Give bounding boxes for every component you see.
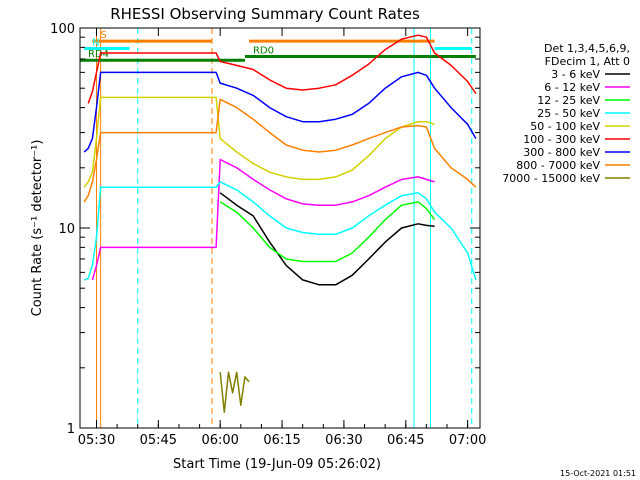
series-line-5 — [87, 34, 477, 104]
series-line-3 — [83, 181, 477, 281]
series-line-6 — [83, 71, 477, 153]
plot-frame — [79, 27, 481, 429]
series-line-2 — [219, 201, 436, 263]
series-lines — [83, 34, 477, 413]
state-label-1: N — [92, 37, 99, 48]
x-tick-label-5: 06:45 — [387, 433, 424, 448]
legend-label-4: 50 - 100 keV — [530, 120, 600, 133]
x-axis-label: Start Time (19-Jun-09 05:26:02) — [173, 457, 381, 472]
series-line-8 — [219, 371, 250, 413]
legend-header-0: Det 1,3,4,5,6,9, — [544, 42, 630, 55]
series-line-0 — [219, 192, 435, 286]
legend: Det 1,3,4,5,6,9,FDecim 1, Att 03 - 6 keV… — [502, 42, 630, 185]
y-tick-label-0: 1 — [67, 422, 75, 437]
series-line-1 — [91, 158, 435, 281]
state-label-2: RD4 — [88, 49, 109, 60]
x-tick-label-4: 06:30 — [325, 433, 362, 448]
state-label-0: S — [100, 30, 106, 41]
y-tick-label-2: 100 — [50, 22, 75, 37]
chart-title: RHESSI Observing Summary Count Rates — [110, 5, 420, 23]
timestamp: 15-Oct-2021 01:51 — [560, 469, 636, 478]
legend-label-7: 800 - 7000 keV — [516, 159, 600, 172]
y-axis-label: Count Rate (s⁻¹ detector⁻¹) — [30, 140, 45, 317]
y-tick-label-1: 10 — [58, 222, 75, 237]
x-tick-label-2: 06:00 — [201, 433, 238, 448]
x-tick-label-0: 05:30 — [78, 433, 115, 448]
vertical-markers — [95, 28, 473, 428]
legend-header-1: FDecim 1, Att 0 — [545, 55, 630, 68]
x-tick-label-6: 07:00 — [449, 433, 486, 448]
y-axis-ticks: 1 10 100 — [50, 22, 480, 437]
legend-label-3: 25 - 50 keV — [537, 107, 600, 120]
legend-label-0: 3 - 6 keV — [551, 68, 600, 81]
series-line-7 — [83, 98, 477, 203]
state-label-3: RD0 — [253, 46, 274, 57]
series-line-4 — [83, 96, 435, 188]
x-axis-ticks: 05:30 05:45 06:00 06:15 06:30 06:45 07:00 — [78, 28, 486, 448]
legend-label-2: 12 - 25 keV — [537, 94, 600, 107]
legend-label-5: 100 - 300 keV — [523, 133, 600, 146]
x-tick-label-1: 05:45 — [140, 433, 177, 448]
legend-label-6: 300 - 800 keV — [523, 146, 600, 159]
legend-label-1: 6 - 12 keV — [544, 81, 600, 94]
legend-label-8: 7000 - 15000 keV — [502, 172, 600, 185]
x-tick-label-3: 06:15 — [263, 433, 300, 448]
